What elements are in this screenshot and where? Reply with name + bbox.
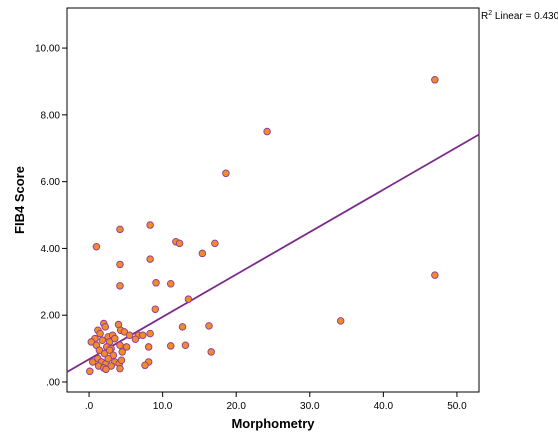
data-point xyxy=(100,349,109,358)
data-point xyxy=(116,364,124,373)
x-tick-label: .0 xyxy=(85,401,94,412)
data-point xyxy=(86,367,94,376)
data-point xyxy=(116,260,124,269)
data-point xyxy=(146,329,154,338)
x-tick-label: 20.0 xyxy=(226,401,246,412)
y-axis-title: FIB4 Score xyxy=(12,166,27,234)
data-point xyxy=(122,343,131,351)
x-axis: .0 10.0 20.0 30.0 40.0 50.0 xyxy=(85,392,467,412)
r-squared-superscript: 2 xyxy=(488,10,492,17)
data-point xyxy=(95,346,104,355)
data-point xyxy=(166,342,175,350)
data-point xyxy=(198,249,207,258)
data-point xyxy=(431,271,439,279)
r-squared-annotation: R2 Linear = 0.430 xyxy=(481,10,558,22)
data-point xyxy=(151,305,160,313)
data-point xyxy=(207,348,215,356)
r-squared-prefix: R xyxy=(481,11,488,22)
data-point xyxy=(141,361,149,370)
data-point xyxy=(222,169,230,178)
data-point xyxy=(152,279,160,287)
data-point xyxy=(111,334,119,343)
data-point xyxy=(131,335,140,343)
data-point xyxy=(105,346,114,355)
x-axis-title: Morphometry xyxy=(231,416,315,431)
data-point xyxy=(139,331,147,339)
y-tick-label: 10.00 xyxy=(35,44,60,55)
data-point xyxy=(336,317,345,325)
data-point xyxy=(88,358,97,366)
x-tick-label: 40.0 xyxy=(374,401,394,412)
data-point xyxy=(101,323,110,331)
r-squared-text: Linear = 0.430 xyxy=(492,11,558,22)
data-point xyxy=(98,336,107,344)
data-point xyxy=(107,362,115,370)
y-axis: .00 2.00 4.00 6.00 8.00 10.00 xyxy=(35,44,67,388)
data-point xyxy=(205,322,213,330)
data-point xyxy=(144,343,153,351)
data-point xyxy=(87,338,96,346)
y-tick-label: 4.00 xyxy=(41,244,61,255)
data-point xyxy=(120,328,129,336)
data-point xyxy=(92,242,101,251)
data-point xyxy=(117,356,126,365)
y-tick-label: 8.00 xyxy=(41,110,61,121)
data-point xyxy=(104,354,112,363)
data-point xyxy=(211,239,219,248)
data-point xyxy=(166,280,175,288)
regression-line xyxy=(66,133,480,373)
data-point xyxy=(116,225,124,234)
data-point xyxy=(431,76,439,84)
data-point xyxy=(178,323,187,331)
data-point xyxy=(146,255,154,263)
y-tick-label: .00 xyxy=(46,377,60,388)
x-tick-label: 30.0 xyxy=(300,401,320,412)
y-tick-label: 2.00 xyxy=(41,311,61,322)
data-point xyxy=(263,127,271,136)
y-tick-label: 6.00 xyxy=(41,177,61,188)
data-point xyxy=(116,341,124,350)
plot-frame xyxy=(66,7,480,393)
data-point xyxy=(96,329,104,338)
data-point xyxy=(125,331,134,339)
data-point xyxy=(175,239,184,248)
data-points xyxy=(86,76,439,376)
x-tick-label: 50.0 xyxy=(447,401,467,412)
x-tick-label: 10.0 xyxy=(153,401,173,412)
data-point xyxy=(184,295,193,303)
data-point xyxy=(102,365,110,374)
data-point xyxy=(146,221,154,229)
data-point xyxy=(118,348,126,356)
data-point xyxy=(116,282,124,290)
data-point xyxy=(181,341,190,350)
